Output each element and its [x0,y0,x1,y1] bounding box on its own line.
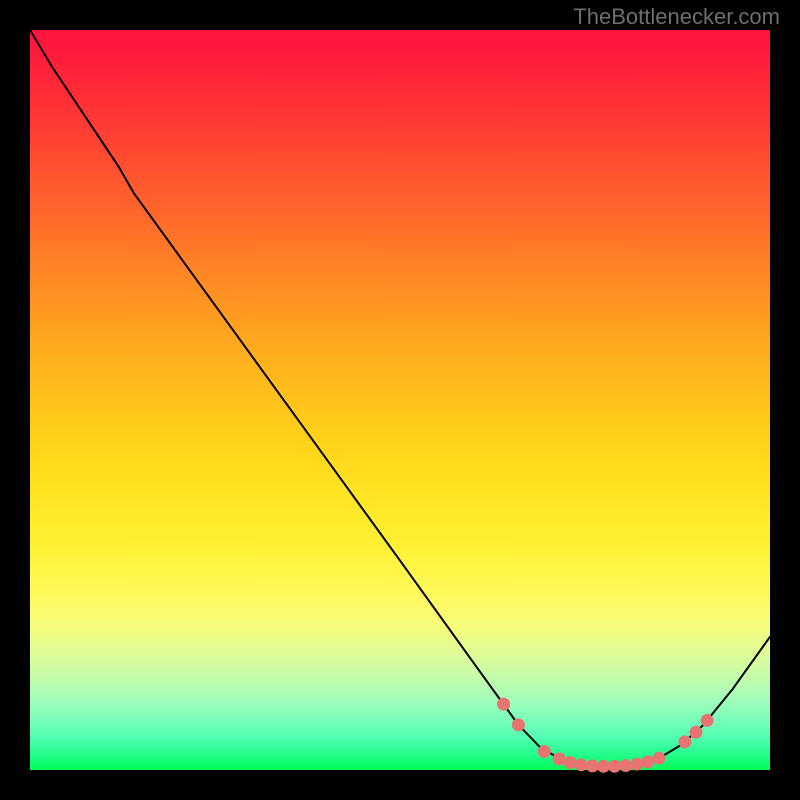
data-marker [641,755,654,768]
data-marker [653,752,666,765]
gradient-background [30,30,770,770]
watermark-label: TheBottlenecker.com [573,4,780,30]
data-marker [575,758,588,771]
data-marker [553,752,566,765]
data-marker [608,760,621,773]
data-marker [619,759,632,772]
data-marker [497,698,510,711]
bottleneck-chart [0,0,800,800]
data-marker [690,726,703,739]
data-marker [564,756,577,769]
chart-container: TheBottlenecker.com [0,0,800,800]
data-marker [597,760,610,773]
data-marker [512,718,525,731]
data-marker [701,714,714,727]
data-marker [630,758,643,771]
data-marker [678,735,691,748]
data-marker [586,759,599,772]
data-marker [538,745,551,758]
